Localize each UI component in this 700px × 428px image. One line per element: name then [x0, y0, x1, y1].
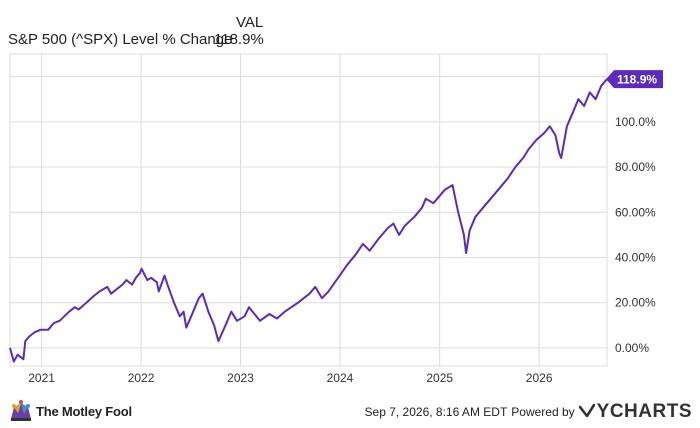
motley-fool-logo: The Motley Fool: [8, 398, 132, 424]
x-tick-label: 2026: [526, 371, 553, 385]
x-tick-label: 2024: [327, 371, 354, 385]
end-label-text: 118.9%: [617, 73, 657, 87]
ycharts-logo: YCHARTS: [578, 401, 692, 423]
ycharts-check-icon: [578, 404, 595, 418]
y-tick-label: 40.00%: [615, 250, 656, 264]
jester-hat-icon: [11, 400, 31, 421]
timestamp: Sep 7, 2026, 8:16 AM EDT: [364, 405, 508, 419]
x-tick-label: 2021: [28, 371, 55, 385]
y-tick-label: 80.00%: [615, 160, 656, 174]
footer-attribution: Sep 7, 2026, 8:16 AM EDT Powered by YCHA…: [365, 401, 692, 423]
legend-header: VAL: [236, 14, 264, 31]
plot-frame: [9, 53, 608, 367]
y-tick-label: 100.0%: [615, 115, 656, 129]
ycharts-wordmark: YCHARTS: [596, 401, 692, 422]
legend-series-name: S&P 500 (^SPX) Level % Change: [8, 31, 233, 48]
y-tick-label: 60.00%: [615, 205, 656, 219]
legend-series-value: 118.9%: [214, 31, 264, 48]
x-axis: 2021 2022 2023 2024 2025 2026: [28, 371, 553, 385]
series-layer: [9, 78, 608, 363]
y-tick-label: 0.00%: [615, 341, 649, 355]
end-label-badge: [606, 70, 663, 89]
brand-name: The Motley Fool: [36, 403, 132, 419]
x-tick-label: 2022: [128, 371, 155, 385]
y-tick-label: 20.00%: [615, 296, 656, 310]
x-tick-label: 2023: [227, 371, 254, 385]
y-axis: 0.00%20.00%40.00%60.00%80.00%100.0%120.0…: [615, 70, 656, 355]
x-tick-label: 2025: [426, 371, 453, 385]
grid-layer: [9, 53, 608, 367]
series-line: [9, 78, 608, 363]
end-value-marker: 118.9%: [606, 70, 663, 89]
powered-by-text: Powered by: [511, 405, 575, 419]
